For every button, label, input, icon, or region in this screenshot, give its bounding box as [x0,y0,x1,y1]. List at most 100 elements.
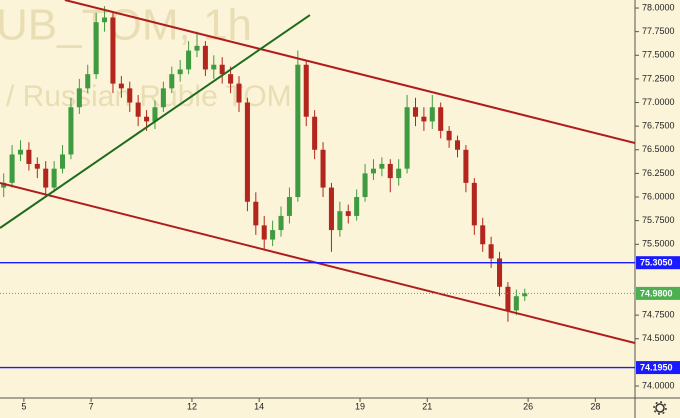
gear-ring [655,403,665,413]
y-tick-label: 77.5000 [642,50,675,60]
y-tick-label: 77.7500 [642,26,675,36]
candle-body [480,225,486,245]
candle-body [488,244,494,259]
price-label-box [636,286,680,300]
trend-line [0,14,311,229]
price-label: 74.9800 [640,288,673,298]
y-tick-label: 75.7500 [642,215,675,225]
candle-body [135,102,141,117]
candle-body [219,64,225,75]
candle-body [261,225,267,240]
x-tick-label: 5 [21,401,26,411]
candle-body [278,215,284,231]
candle-body [160,88,166,108]
settings-icon[interactable] [653,401,667,415]
candle-body [505,286,511,311]
candle-body [127,88,133,103]
y-tick-label: 76.0000 [642,191,675,201]
candle-body [312,116,318,150]
price-label-box [636,256,680,270]
candle-body [354,197,360,216]
y-tick-label: 75.5000 [642,239,675,249]
candle-body [110,17,116,84]
candle-body [303,64,309,117]
x-tick-label: 7 [89,401,94,411]
candle-body [93,22,99,75]
candle-body [236,83,242,103]
candle-body [320,149,326,188]
candle-body [228,74,234,84]
candle-body [438,107,444,131]
y-tick-label: 76.5000 [642,144,675,154]
candle-body [379,163,385,169]
trend-line [64,0,635,145]
candle-body [60,154,66,169]
candle-body [370,168,376,174]
y-tick-label: 76.7500 [642,121,675,131]
x-tick-label: 12 [187,401,197,411]
plot-area [0,0,635,344]
candle-body [118,83,124,89]
candle-body [497,258,503,287]
watermark-subtitle: / Russian Ruble TOM [6,80,292,113]
candle-body [202,45,208,70]
candle-body [194,45,200,51]
candle-body [169,74,175,89]
candle-body [85,74,91,89]
candle-body [463,149,469,183]
price-label: 74.1950 [640,362,673,372]
x-tick-label: 14 [254,401,264,411]
candle-body [102,17,108,23]
watermark-group: UB_TOM, 1h / Russian Ruble TOM [0,1,292,113]
y-tick-label: 78.0000 [642,2,675,12]
candle-body [286,197,292,216]
y-tick-label: 74.7500 [642,310,675,320]
candle-body [404,107,410,169]
x-tick-label: 19 [355,401,365,411]
candle-body [362,173,368,198]
candle-body [9,154,15,183]
candle-body [43,168,49,188]
y-tick-label: 76.2500 [642,168,675,178]
price-label-box [636,361,680,375]
candle-body [328,187,334,231]
candle-body [152,107,158,122]
y-tick-label: 74.5000 [642,333,675,343]
candle-body [270,230,276,240]
price-label: 75.3050 [640,258,673,268]
candle-body [412,107,419,117]
candle-body [244,102,250,202]
candle-body [396,168,402,179]
candle-body [34,163,40,169]
candle-body [522,293,528,297]
candle-body [186,50,192,70]
gear-teeth [653,401,667,415]
candle-body [446,130,452,141]
y-tick-label: 74.0000 [642,380,675,390]
candle-body [211,64,217,70]
candle-body [421,116,427,122]
candle-body [295,64,301,198]
candle-body [76,88,82,108]
candle-body [26,149,32,164]
watermark: UB_TOM, 1h [0,1,252,50]
candle-body [68,107,74,155]
candle-body [429,107,435,122]
x-tick-label: 26 [523,401,533,411]
candle-body [1,182,7,188]
candle-body [337,211,343,231]
candle-body [471,182,477,226]
x-tick-label: 28 [590,401,600,411]
x-tick-label: 21 [422,401,432,411]
candle-body [454,140,461,150]
candle-body [17,149,24,155]
candle-body [144,116,150,122]
candle-body [253,201,259,226]
candle-body [177,69,183,75]
y-tick-label: 77.0000 [642,97,675,107]
candle-body [513,296,519,311]
candle-body [51,168,57,188]
candle-body [345,211,351,216]
